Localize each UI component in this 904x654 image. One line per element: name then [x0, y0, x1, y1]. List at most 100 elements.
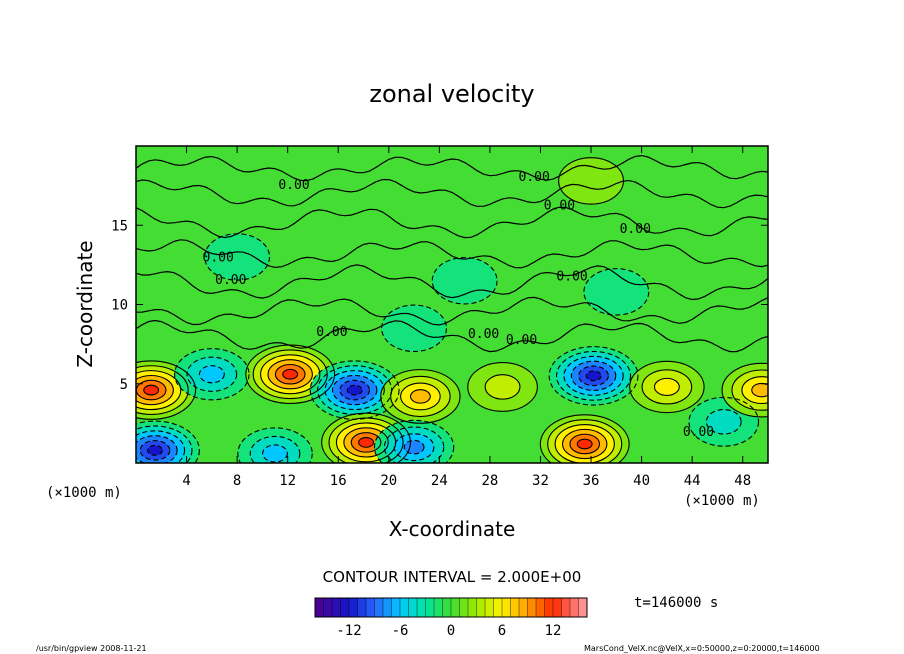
contour-line [393, 433, 435, 462]
heat-band [583, 268, 649, 316]
contour-line [431, 256, 498, 305]
colorbar-tick-label: 6 [498, 623, 506, 639]
zero-contour-line [136, 179, 768, 209]
heat-feature [467, 362, 538, 412]
heatmap-field [136, 157, 768, 463]
contour-line [136, 430, 186, 463]
plot-area: 0.00 0.00 0.00 0.00 0.00 0.00 0.00 0.00 0.00 0.00… [135, 145, 769, 464]
heat-band [586, 370, 601, 381]
heat-feature [432, 257, 498, 304]
contour-line [136, 374, 174, 406]
zero-contour-labels: 0.00 0.00 0.00 0.00 0.00 0.00 0.00 0.00 0.00 0.00… [203, 170, 715, 440]
zero-contour-label: 0.00 [620, 222, 651, 237]
x-tick-label: 12 [279, 473, 296, 489]
colorbar-segment [323, 598, 333, 617]
heat-feature [204, 233, 270, 281]
colorbar-segment [510, 598, 520, 617]
heat-feature [174, 348, 250, 400]
colorbar-tick-label: -6 [392, 623, 409, 639]
contour-lines [136, 154, 768, 463]
colorbar [314, 597, 588, 618]
contour-line [641, 369, 693, 405]
contour-line [381, 304, 448, 353]
zero-contour-label: 0.00 [683, 425, 714, 440]
zero-contour-line [136, 239, 768, 269]
contour-line [136, 435, 178, 463]
x-tick-label: 32 [532, 473, 549, 489]
heat-band [204, 233, 270, 281]
contour-line [578, 365, 609, 387]
zero-contour-label: 0.00 [316, 325, 347, 340]
contour-line [136, 360, 197, 420]
zero-contour-line [136, 206, 768, 239]
zero-contour-label: 0.00 [203, 251, 234, 266]
heat-band [143, 385, 159, 395]
colorbar-segment [425, 598, 435, 617]
heat-band [577, 439, 593, 449]
heat-band [199, 365, 225, 383]
heat-feature [629, 361, 705, 413]
colorbar-segment [578, 598, 588, 617]
colorbar-tick-label: 12 [545, 623, 562, 639]
zero-contour-label: 0.00 [278, 178, 309, 193]
contour-line [267, 359, 313, 390]
contour-line [174, 348, 250, 401]
contour-line [390, 375, 451, 418]
heat-band [347, 385, 363, 395]
heat-band [282, 369, 298, 380]
contour-line [403, 439, 425, 455]
y-tick-label: 5 [120, 377, 128, 393]
contour-line [484, 374, 521, 400]
footer-left: /usr/bin/gpview 2008-11-21 [36, 644, 147, 653]
contour-line [328, 417, 404, 463]
contour-interval-label: CONTOUR INTERVAL = 2.000E+00 [323, 568, 582, 586]
colorbar-segment [349, 598, 358, 617]
contour-line [237, 427, 313, 463]
contour-line [539, 414, 630, 463]
contour-line [561, 428, 608, 460]
contour-line [274, 363, 306, 385]
y-axis-title: Z-coordinate [73, 240, 97, 367]
colorbar-segment [451, 598, 460, 617]
heat-feature [549, 346, 638, 406]
contour-line [569, 433, 601, 455]
heat-band [751, 383, 768, 397]
zero-contour-line [136, 296, 768, 326]
heat-feature [380, 369, 460, 424]
contour-line [741, 376, 768, 405]
x-tick-label: 4 [182, 473, 190, 489]
contour-line [563, 355, 624, 396]
heat-feature [583, 268, 649, 316]
x-unit-label: (×1000 m) [684, 493, 760, 509]
contour-line [262, 444, 288, 463]
contour-line [570, 360, 617, 391]
colorbar-segment [417, 598, 426, 617]
colorbar-segment [527, 598, 537, 617]
contour-line [136, 370, 182, 411]
zero-contour-line [136, 264, 768, 301]
contour-line [136, 425, 193, 463]
colorbar-frame [314, 597, 588, 618]
heat-band [432, 257, 498, 304]
contour-line [321, 412, 411, 463]
y-unit-label: (×1000 m) [46, 485, 122, 501]
contour-line [136, 365, 189, 415]
contour-line [556, 350, 632, 401]
contour-line [358, 436, 374, 448]
colorbar-segment [459, 598, 469, 617]
contour-line [143, 384, 160, 396]
contour-line [731, 369, 768, 411]
contour-line [331, 374, 378, 406]
colorbar-segment [315, 598, 324, 617]
contour-line [339, 379, 371, 401]
colorbar-segment [383, 598, 392, 617]
contour-line [380, 369, 461, 424]
contour-line [705, 409, 742, 435]
colorbar-segment [536, 598, 545, 617]
heat-band [410, 389, 431, 404]
x-tick-label: 36 [583, 473, 600, 489]
colorbar-segment [570, 598, 579, 617]
contour-line [324, 370, 385, 411]
contour-line [139, 440, 171, 461]
colorbar-segment [340, 598, 350, 617]
